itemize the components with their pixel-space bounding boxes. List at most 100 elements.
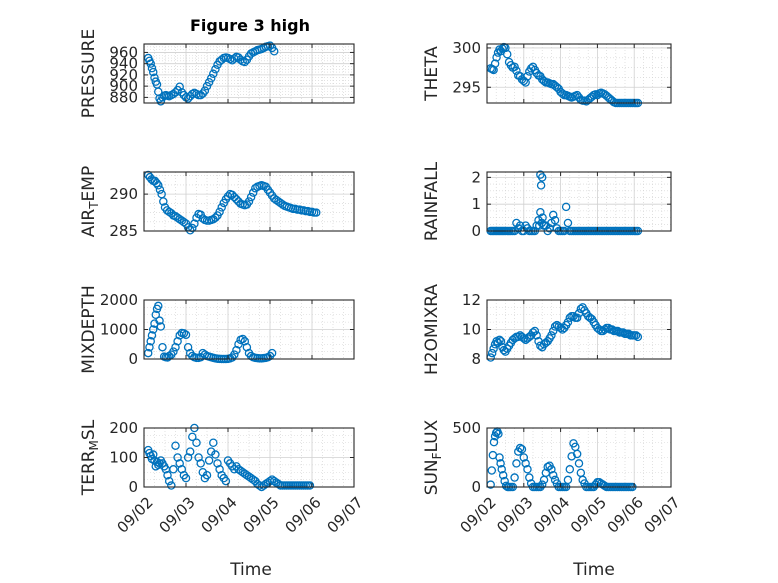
data-point bbox=[215, 207, 224, 217]
data-point bbox=[169, 465, 178, 474]
data-point bbox=[536, 181, 546, 190]
data-point bbox=[190, 219, 199, 228]
data-point bbox=[248, 475, 258, 484]
data-point bbox=[631, 331, 641, 340]
data-point bbox=[567, 452, 576, 461]
data-point bbox=[486, 353, 495, 362]
y-tick-label: 0 bbox=[471, 222, 481, 240]
data-point bbox=[489, 344, 498, 353]
data-point bbox=[185, 226, 195, 235]
data-point bbox=[211, 65, 220, 74]
data-point bbox=[154, 301, 163, 311]
data-point bbox=[246, 192, 256, 202]
data-point bbox=[517, 444, 527, 454]
data-point bbox=[148, 67, 158, 77]
data-point bbox=[173, 337, 182, 346]
y-tick-label: 285 bbox=[109, 222, 138, 240]
data-point bbox=[515, 443, 525, 453]
y-axis-label: SUNFLUX bbox=[422, 419, 444, 495]
data-point bbox=[188, 223, 197, 233]
x-tick-label: 09/05 bbox=[567, 493, 610, 536]
data-point bbox=[561, 202, 571, 212]
data-point bbox=[492, 53, 501, 62]
data-point bbox=[498, 470, 508, 480]
x-axis-label-right: Time bbox=[572, 560, 615, 580]
data-point bbox=[221, 476, 231, 486]
data-point bbox=[267, 348, 277, 358]
data-point bbox=[572, 449, 582, 459]
data-point bbox=[563, 317, 573, 327]
data-point bbox=[143, 348, 153, 358]
data-point bbox=[574, 459, 584, 468]
data-point bbox=[497, 465, 506, 474]
data-point bbox=[194, 453, 203, 462]
x-tick-label: 09/03 bbox=[155, 493, 198, 536]
data-point bbox=[196, 90, 205, 100]
axes-box bbox=[486, 427, 672, 488]
data-point bbox=[487, 466, 497, 475]
data-point bbox=[536, 170, 545, 179]
y-axis-label: MIXDEPTH bbox=[79, 285, 99, 374]
axes-box bbox=[143, 43, 355, 104]
data-point bbox=[209, 69, 218, 79]
y-axis-label: THETA bbox=[422, 46, 442, 102]
data-point bbox=[311, 208, 321, 217]
y-axis-label: RAINFALL bbox=[422, 161, 442, 241]
data-point bbox=[548, 210, 558, 220]
y-tick-label: 1 bbox=[471, 195, 481, 213]
data-point bbox=[152, 178, 161, 188]
data-point bbox=[548, 326, 558, 336]
data-point bbox=[489, 437, 499, 447]
data-point bbox=[305, 481, 315, 490]
data-point bbox=[269, 47, 279, 56]
data-point bbox=[209, 438, 218, 447]
data-point bbox=[223, 192, 233, 201]
data-point bbox=[151, 310, 161, 319]
data-point bbox=[532, 331, 541, 340]
data-point bbox=[510, 473, 519, 482]
data-point bbox=[148, 450, 158, 459]
data-point bbox=[535, 221, 544, 230]
data-point bbox=[572, 313, 582, 322]
data-point bbox=[147, 63, 157, 73]
x-tick-label: 09/06 bbox=[604, 493, 647, 536]
data-point bbox=[181, 473, 191, 483]
data-point bbox=[175, 459, 184, 468]
data-point bbox=[537, 218, 547, 228]
y-tick-label: 920 bbox=[109, 66, 138, 84]
data-point bbox=[148, 325, 158, 334]
data-point bbox=[204, 456, 214, 465]
data-point bbox=[171, 441, 180, 450]
data-point bbox=[495, 335, 504, 345]
data-point bbox=[230, 54, 239, 63]
data-point bbox=[179, 217, 189, 227]
data-point bbox=[502, 49, 512, 59]
y-tick-label: 295 bbox=[452, 78, 481, 96]
axes-box bbox=[486, 43, 672, 104]
data-point bbox=[175, 82, 184, 91]
data-point bbox=[490, 59, 500, 68]
data-point bbox=[164, 351, 174, 361]
data-point bbox=[539, 475, 549, 485]
data-point bbox=[242, 342, 252, 352]
data-point bbox=[154, 181, 163, 190]
data-point bbox=[519, 334, 529, 343]
subplot-6: 8 10 12 H2OMIXRA bbox=[422, 284, 672, 375]
data-point bbox=[514, 332, 523, 342]
data-point bbox=[547, 331, 556, 340]
y-tick-label: 8 bbox=[471, 350, 481, 368]
data-point bbox=[563, 475, 573, 485]
data-point bbox=[230, 192, 239, 202]
y-tick-label: 12 bbox=[462, 291, 481, 309]
data-point bbox=[538, 213, 547, 222]
y-tick-label: 900 bbox=[109, 77, 138, 95]
data-point bbox=[525, 473, 534, 482]
y-tick-label: 500 bbox=[452, 419, 481, 437]
data-point bbox=[236, 55, 245, 64]
y-tick-label: 300 bbox=[452, 39, 481, 57]
data-point bbox=[159, 197, 168, 206]
x-tick-label: 09/03 bbox=[493, 493, 536, 536]
data-point bbox=[576, 468, 586, 478]
data-point bbox=[489, 65, 498, 75]
